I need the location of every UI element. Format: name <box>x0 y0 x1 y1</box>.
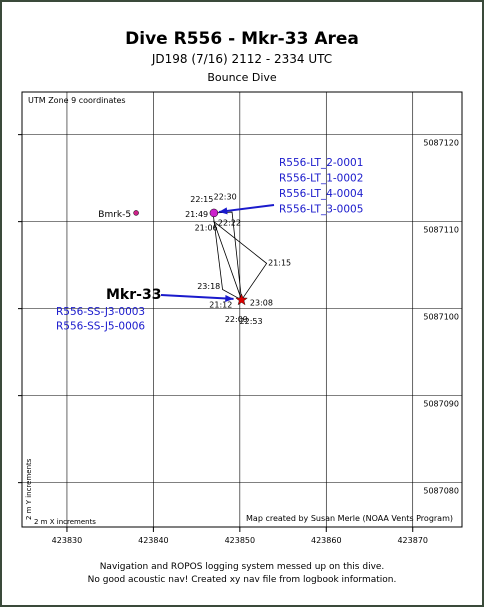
arrow-head <box>218 207 228 215</box>
credit: Map created by Susan Merle (NOAA Vents P… <box>246 514 453 523</box>
x-tick-label: 423850 <box>225 536 256 545</box>
plot-border <box>21 91 463 528</box>
tick-label-bg <box>417 485 461 497</box>
tick-label-bg <box>417 311 461 323</box>
fix-time: 21:12 <box>209 300 232 309</box>
x-tick-label: 423840 <box>138 536 169 545</box>
fix-time: 21:49 <box>185 210 208 219</box>
dive-track <box>212 211 268 301</box>
arrow <box>218 204 275 213</box>
sample-label: R556-SS-J5-0006 <box>56 321 145 333</box>
sample-label: R556-LT_4-0004 <box>279 188 364 200</box>
marker-label: Mkr-33 <box>106 287 161 303</box>
arrow <box>160 294 234 300</box>
arrow-head <box>225 294 234 302</box>
tick-label-bg <box>417 224 461 236</box>
y-tick-label: 5087120 <box>423 139 459 148</box>
fix-time: 22:09 <box>225 315 248 324</box>
tick-label-bg <box>417 398 461 410</box>
title: Dive R556 - Mkr-33 Area <box>125 29 359 49</box>
x-tick-label: 423870 <box>397 536 428 545</box>
marker <box>133 210 139 216</box>
marker <box>235 293 248 306</box>
sample-label: R556-LT_2-0001 <box>279 157 363 169</box>
marker <box>209 208 219 218</box>
sample-label: R556-SS-J3-0003 <box>56 306 145 318</box>
y-tick-label: 5087090 <box>423 400 459 409</box>
fix-time: 22:53 <box>240 317 263 326</box>
dive-type: Bounce Dive <box>207 71 277 84</box>
y-tick-label: 5087100 <box>423 313 459 322</box>
fix-time: 21:15 <box>268 259 291 268</box>
tick-label-bg <box>417 137 461 149</box>
sample-label: R556-LT_3-0005 <box>279 204 363 216</box>
fix-time: 22:22 <box>218 219 241 228</box>
subtitle: JD198 (7/16) 2112 - 2334 UTC <box>151 52 332 66</box>
fix-time: 23:08 <box>250 299 273 308</box>
marker-label: Bmrk-5 <box>98 210 131 220</box>
x-tick-label: 423830 <box>52 536 83 545</box>
footer-line: No good acoustic nav! Created xy nav fil… <box>88 575 397 585</box>
x-increments: 2 m X increments <box>34 518 96 526</box>
fix-time: 22:30 <box>214 192 237 201</box>
y-increments: 2 m Y increments <box>25 458 33 520</box>
x-tick-label: 423860 <box>311 536 342 545</box>
sample-label: R556-LT_1-0002 <box>279 173 363 185</box>
fix-time: 22:15 <box>190 195 213 204</box>
y-tick-label: 5087110 <box>423 226 459 235</box>
fix-time: 21:06 <box>195 224 218 233</box>
y-tick-label: 5087080 <box>423 487 459 496</box>
coord-note: UTM Zone 9 coordinates <box>28 96 126 105</box>
footer-line: Navigation and ROPOS logging system mess… <box>100 562 385 572</box>
fix-time: 23:18 <box>197 282 220 291</box>
